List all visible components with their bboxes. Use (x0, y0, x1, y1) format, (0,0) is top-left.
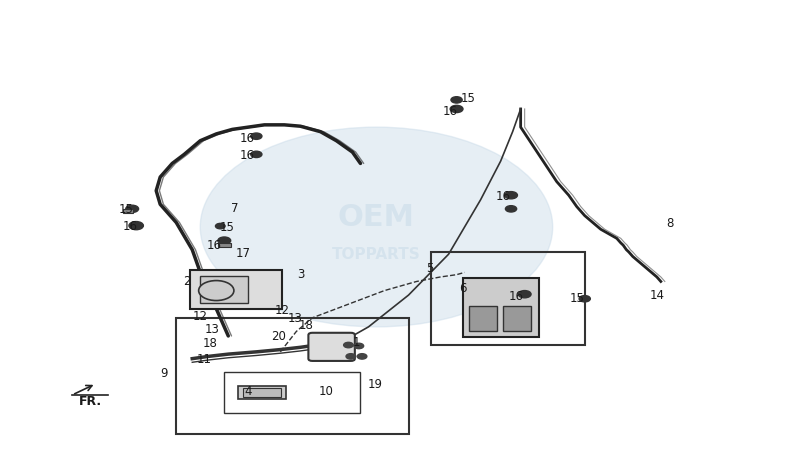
Bar (469, 306, 497, 331)
Bar (200, 276, 248, 303)
Text: 5: 5 (426, 262, 434, 275)
Circle shape (450, 105, 463, 113)
Text: 8: 8 (666, 217, 674, 230)
Text: 16: 16 (239, 149, 254, 162)
Circle shape (199, 281, 234, 301)
Circle shape (200, 127, 553, 327)
Circle shape (505, 192, 517, 199)
Text: 15: 15 (219, 222, 234, 234)
Bar (176, 318, 409, 434)
Text: 3: 3 (296, 268, 304, 281)
Circle shape (344, 342, 353, 348)
Text: 13: 13 (205, 323, 219, 336)
Bar (238, 386, 286, 399)
Circle shape (215, 223, 225, 229)
Text: 10: 10 (319, 385, 333, 398)
Circle shape (518, 291, 531, 298)
Bar (463, 278, 539, 337)
Text: OEM: OEM (338, 203, 415, 232)
Bar (243, 388, 281, 397)
Circle shape (218, 237, 231, 244)
Text: 19: 19 (368, 378, 382, 391)
Text: 7: 7 (231, 202, 239, 215)
Circle shape (251, 133, 262, 139)
FancyBboxPatch shape (308, 333, 355, 361)
Text: 14: 14 (650, 289, 664, 301)
Text: 16: 16 (496, 190, 510, 202)
Text: 15: 15 (461, 93, 476, 105)
Circle shape (354, 343, 364, 349)
Text: 1: 1 (352, 336, 360, 349)
Text: 17: 17 (235, 247, 250, 260)
Text: 12: 12 (275, 305, 289, 317)
Bar (123, 209, 133, 213)
Text: 2: 2 (183, 275, 191, 288)
Circle shape (126, 205, 139, 212)
Bar (190, 270, 282, 309)
Text: 18: 18 (203, 337, 217, 350)
Text: 4: 4 (244, 385, 252, 398)
Text: 9: 9 (160, 367, 168, 380)
Circle shape (346, 354, 356, 359)
Circle shape (251, 151, 262, 158)
Bar (431, 252, 585, 345)
Text: 15: 15 (570, 292, 584, 305)
Text: 6: 6 (459, 282, 467, 295)
Text: FR.: FR. (78, 395, 102, 408)
Circle shape (129, 222, 143, 230)
Circle shape (505, 206, 517, 212)
Circle shape (579, 296, 590, 302)
Text: 18: 18 (299, 320, 313, 332)
Text: 20: 20 (272, 331, 286, 343)
Text: 12: 12 (193, 310, 207, 323)
Bar (503, 306, 531, 331)
Text: TOPPARTS: TOPPARTS (332, 247, 421, 262)
Text: 13: 13 (288, 312, 302, 325)
Text: 16: 16 (239, 132, 254, 145)
Bar (218, 243, 231, 247)
Text: 16: 16 (123, 220, 138, 232)
Circle shape (451, 97, 462, 103)
Text: 16: 16 (443, 105, 457, 118)
Text: 11: 11 (197, 353, 211, 366)
Text: 16: 16 (207, 239, 222, 252)
Circle shape (357, 354, 367, 359)
Bar (224, 372, 360, 413)
Text: 16: 16 (509, 290, 524, 302)
Text: 15: 15 (119, 203, 134, 216)
